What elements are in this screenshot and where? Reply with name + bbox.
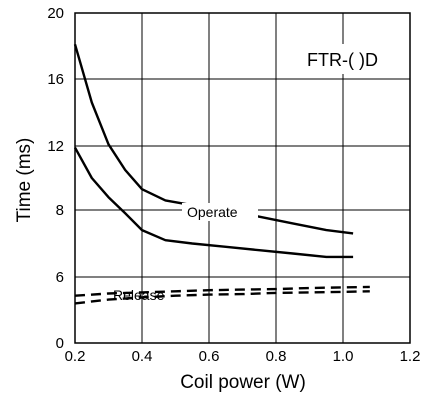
x-tick-label: 0.4 [132, 348, 153, 365]
operate-annotation: Operate [187, 204, 238, 220]
series-group [73, 43, 370, 305]
x-tick-label: 0.6 [199, 348, 220, 365]
y-tick-label: 12 [47, 138, 64, 155]
series-line-release-1 [74, 285, 370, 297]
series-line-operate-1 [73, 43, 354, 235]
x-tick-label: 0.2 [65, 348, 86, 365]
plot-frame [74, 12, 411, 344]
plot-border [74, 12, 411, 344]
y-tick-label: 8 [56, 202, 64, 219]
y-tick-label: 6 [56, 269, 64, 286]
y-tick-label: 20 [47, 5, 64, 22]
x-tick-label: 0.8 [266, 348, 287, 365]
series-line-operate-2 [73, 147, 354, 259]
title-background [303, 44, 405, 74]
tick-labels: 0.2 0.4 0.6 0.8 1.0 1.2 0 6 8 12 16 20 [47, 5, 420, 365]
y-axis-label: Time (ms) [14, 138, 35, 223]
y-tick-label: 16 [47, 71, 64, 88]
x-tick-label: 1.2 [400, 348, 421, 365]
release-annotation: Release [113, 287, 165, 303]
chart-title: FTR-( )D [307, 50, 378, 70]
series-line-release-2 [74, 290, 370, 305]
y-tick-label: 0 [56, 335, 64, 352]
x-axis-label: Coil power (W) [180, 372, 306, 393]
x-tick-label: 1.0 [333, 348, 354, 365]
operate-label-background [182, 203, 258, 221]
